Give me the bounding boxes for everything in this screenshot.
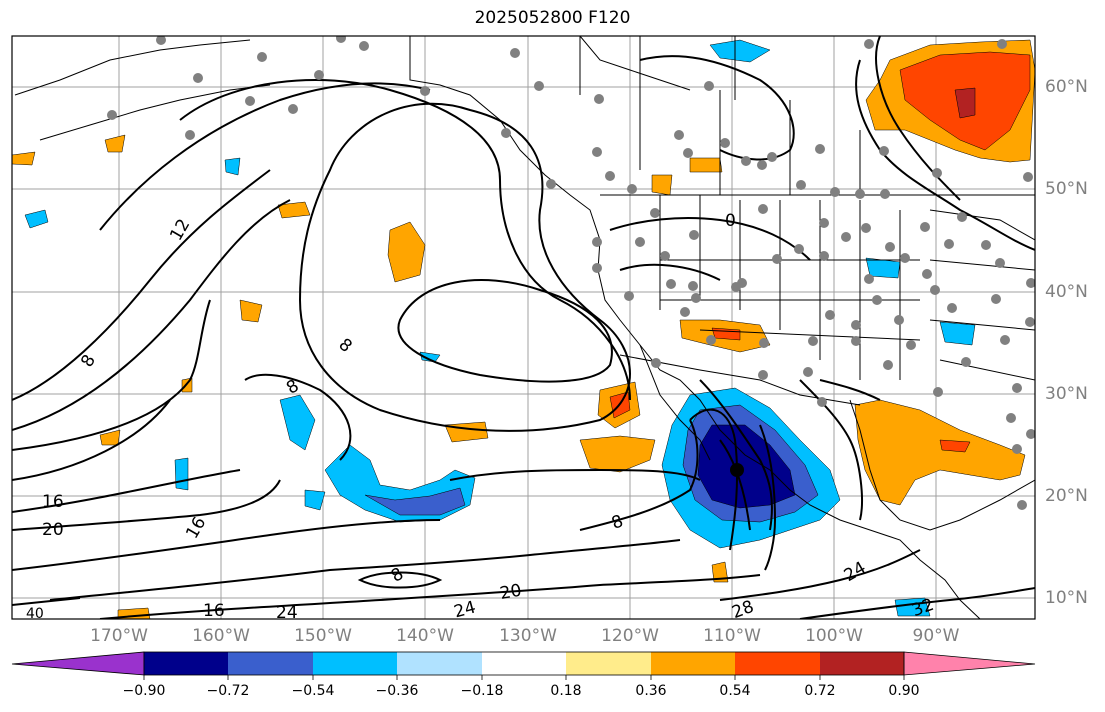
mexico-positive	[854, 399, 1026, 506]
colorbar-tick-label: −0.72	[206, 683, 250, 699]
lon-label: 170°W	[90, 626, 148, 646]
colorbar-tick-label: 0.18	[550, 683, 582, 699]
colorbar-extend-low	[11, 651, 145, 676]
lon-label: 110°W	[703, 626, 761, 646]
station-dots	[107, 36, 1035, 510]
lat-label: 30°N	[1045, 384, 1088, 404]
contour-label: 0	[725, 211, 736, 231]
colorbar-swatch	[397, 652, 482, 675]
contour-label: 20	[42, 520, 64, 540]
colorbar-swatch	[144, 652, 228, 675]
height-contours	[12, 36, 1035, 619]
lat-label: 10°N	[1045, 588, 1088, 608]
colorbar-tick-label: −0.18	[460, 683, 504, 699]
colorbar-swatch	[313, 652, 397, 675]
colorbar-tick-label: 0.54	[719, 683, 751, 699]
baja-positive	[579, 435, 656, 473]
contour-label: 20	[498, 581, 523, 604]
colorbar-extend-high	[903, 651, 1036, 676]
pacific-negative-band-core	[364, 487, 466, 516]
colorbar	[11, 651, 1036, 680]
filled-contours	[12, 39, 1035, 619]
lon-label: 150°W	[294, 626, 352, 646]
colorbar-tick-label: 0.90	[888, 683, 920, 699]
contour-label: 24	[276, 603, 298, 623]
colorbar-tick-label: −0.90	[122, 683, 166, 699]
contour-label: 16	[203, 601, 225, 621]
colorbar-swatch	[735, 652, 820, 675]
contour-label: 40	[26, 606, 44, 622]
contour-label: 16	[42, 492, 64, 512]
lon-label: 160°W	[192, 626, 250, 646]
lon-label: 140°W	[396, 626, 454, 646]
lon-label: 130°W	[499, 626, 557, 646]
lon-label: 90°W	[912, 626, 960, 646]
colorbar-tick-label: −0.36	[375, 683, 419, 699]
low-center-marker	[730, 463, 744, 477]
lat-label: 40°N	[1045, 282, 1088, 302]
colorbar-swatch	[820, 652, 904, 675]
map-title: 2025052800 F120	[474, 8, 631, 28]
lon-label: 100°W	[805, 626, 863, 646]
colorbar-swatch	[566, 652, 651, 675]
lat-label: 20°N	[1045, 486, 1088, 506]
lat-label: 60°N	[1045, 77, 1088, 97]
map-frame	[11, 35, 1036, 620]
colorbar-swatch	[482, 652, 566, 675]
lon-label: 120°W	[601, 626, 659, 646]
colorbar-tick-label: −0.54	[291, 683, 335, 699]
colorbar-tick-label: 0.36	[635, 683, 667, 699]
coastlines	[14, 36, 1035, 619]
colorbar-swatch	[228, 652, 313, 675]
lat-label: 50°N	[1045, 179, 1088, 199]
colorbar-swatch	[651, 652, 735, 675]
contour-ring-inner	[397, 279, 613, 383]
colorbar-tick-label: 0.72	[804, 683, 836, 699]
map-background	[12, 36, 1035, 619]
